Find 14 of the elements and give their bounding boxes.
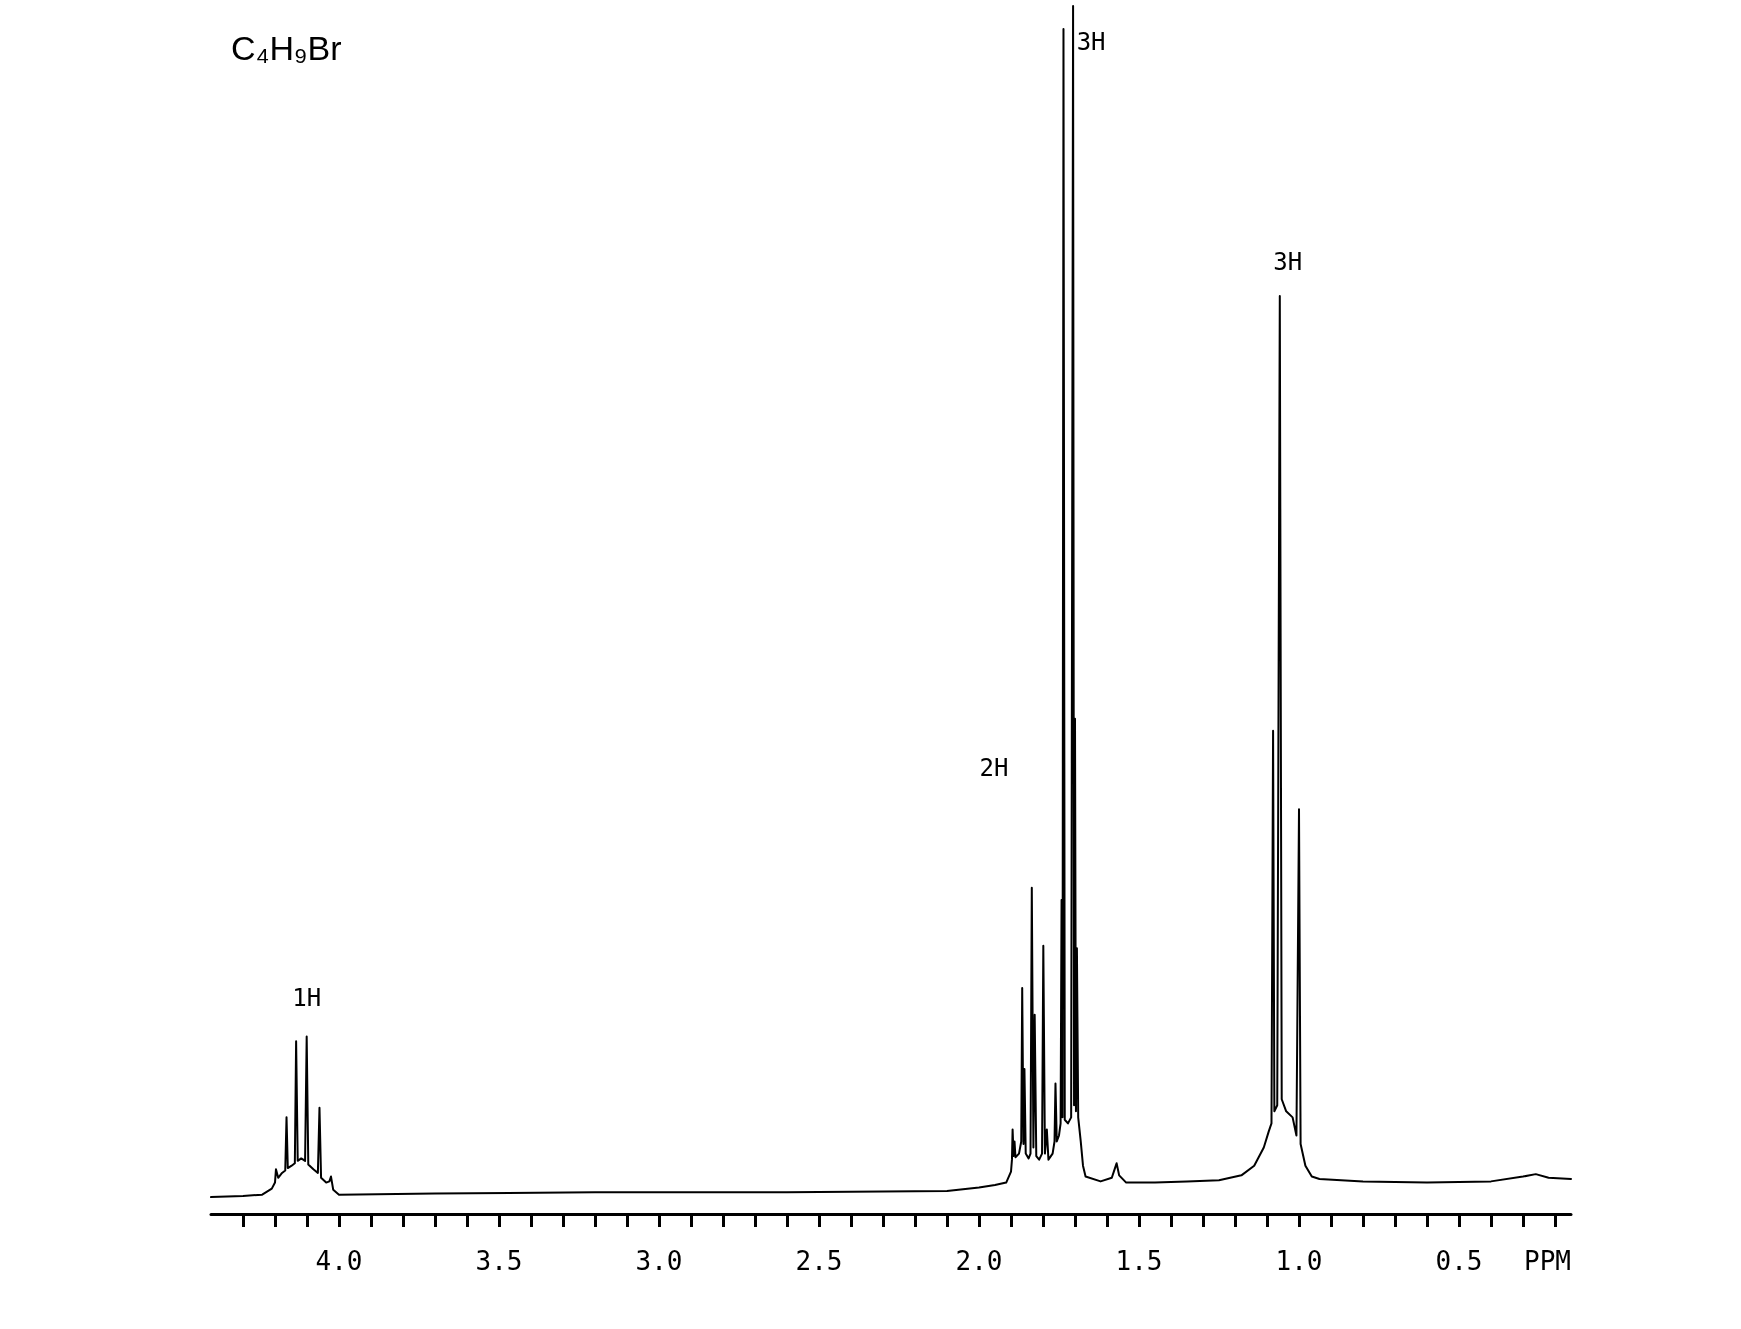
x-tick-label: 4.0 xyxy=(315,1246,363,1276)
x-tick-label: 2.0 xyxy=(955,1246,1003,1276)
annotation: 2H xyxy=(979,754,1009,782)
annotation: 3H xyxy=(1076,28,1106,56)
x-tick-label: 3.0 xyxy=(635,1246,683,1276)
x-tick-label: 3.5 xyxy=(475,1246,523,1276)
x-tick-label: 1.5 xyxy=(1115,1246,1163,1276)
annotation: 1H xyxy=(292,984,322,1013)
text: C₄H₉Br xyxy=(231,29,342,67)
x-axis-title: PPM xyxy=(1524,1246,1571,1276)
x-tick-label: 0.5 xyxy=(1435,1246,1483,1276)
x-tick-label: 2.5 xyxy=(795,1246,843,1276)
annotation: 3H xyxy=(1273,247,1303,276)
x-tick-label: 1.0 xyxy=(1275,1246,1323,1276)
